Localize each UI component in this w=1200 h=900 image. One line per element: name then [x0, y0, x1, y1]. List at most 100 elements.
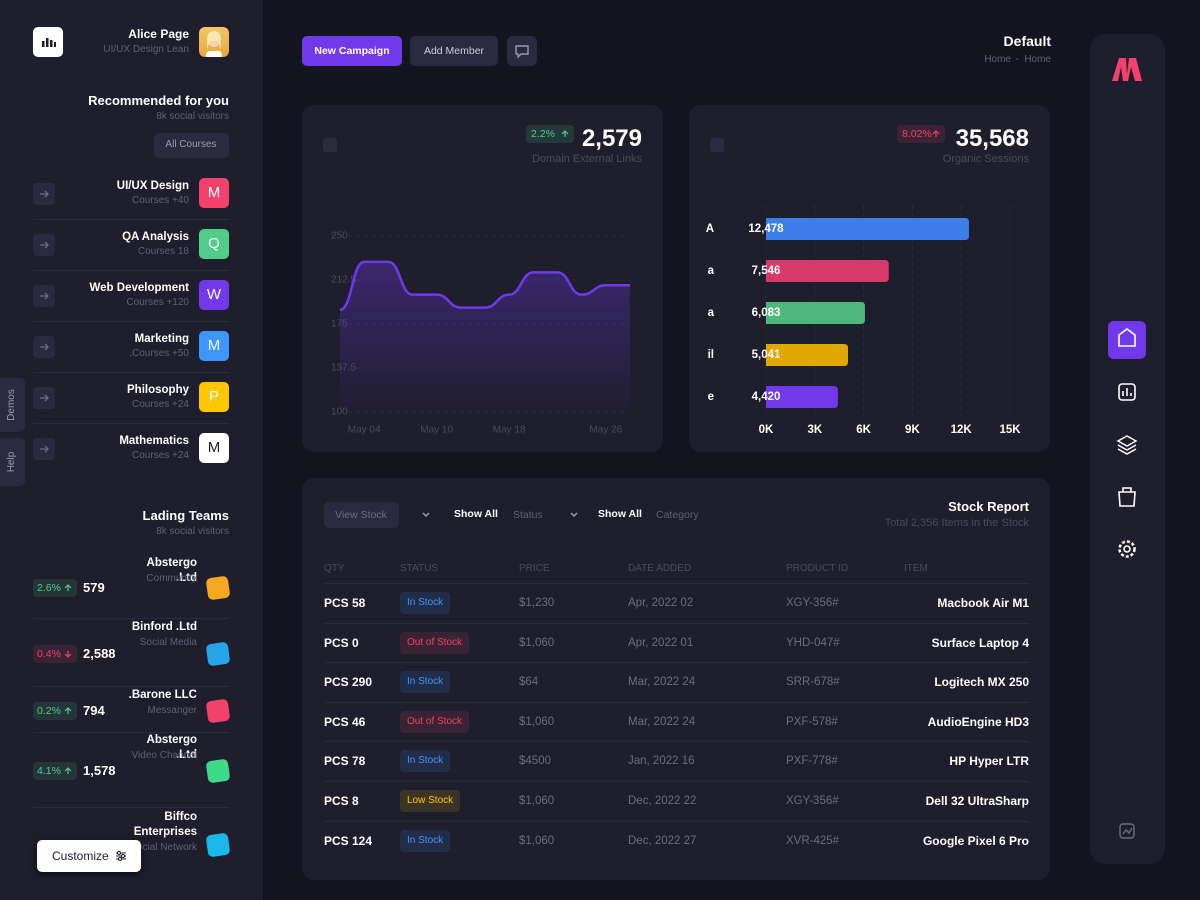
course-letter: P	[208, 388, 219, 405]
course-title: QA Analysis	[122, 231, 189, 243]
row-divider	[324, 701, 1029, 703]
avatar-face	[206, 31, 222, 57]
table-subtitle: Total 2,356 Items in the Stock	[884, 517, 1029, 529]
team-type: Social Media	[139, 637, 197, 648]
breadcrumb-item[interactable]: Home	[984, 54, 1011, 65]
price-cell: $1,060	[519, 795, 555, 807]
new-campaign-button[interactable]: New Campaign	[302, 36, 402, 66]
team-name: Abstergo .Ltd	[146, 734, 197, 761]
status-badge: Out of Stock	[400, 631, 470, 654]
course-meta: Courses 18	[137, 246, 189, 257]
arrow-icon	[40, 343, 49, 351]
view-stock-button[interactable]: View Stock	[324, 502, 399, 528]
button-label: New Campaign	[314, 45, 390, 57]
breadcrumb-item: -	[1015, 54, 1019, 65]
column-header: ITEM	[904, 563, 928, 574]
team-type: Messanger	[147, 705, 197, 716]
team-name: Binford .Ltd	[131, 621, 197, 633]
price-cell: $1,060	[519, 715, 555, 728]
status-label: Low Stock	[407, 795, 454, 806]
breadcrumb-item[interactable]: Home	[1024, 54, 1051, 65]
filter-select[interactable]: Category	[656, 509, 699, 521]
divider	[33, 732, 229, 733]
arrow-icon	[40, 394, 49, 402]
course-tile: M	[199, 331, 229, 361]
product-id-cell: XVR-425#	[786, 834, 840, 847]
change-label: 4.1%	[37, 765, 61, 777]
change-badge: 4.1%	[33, 762, 77, 780]
trend-arrow	[64, 584, 72, 591]
arrow-button[interactable]	[33, 438, 55, 460]
menu-dots[interactable]	[323, 138, 337, 152]
change-badge: 0.2%	[33, 702, 77, 720]
row-divider	[324, 820, 1029, 822]
customize-button[interactable]: Customize	[37, 840, 141, 872]
arrow-button[interactable]	[33, 234, 55, 256]
stock-card	[302, 478, 1050, 880]
filter-select[interactable]: Status	[513, 509, 543, 521]
team-type: Social Network	[130, 842, 197, 853]
row-divider	[324, 622, 1029, 624]
row-divider	[324, 662, 1029, 664]
course-title: UI/UX Design	[116, 180, 189, 192]
section-title: Lading Teams	[142, 508, 229, 523]
button-label: Add Member	[423, 45, 485, 57]
side-tab[interactable]: Help	[0, 438, 25, 486]
menu-dots[interactable]	[710, 138, 724, 152]
course-title: Mathematics	[119, 435, 189, 447]
course-letter: M	[207, 337, 221, 354]
course-meta: Courses +120	[126, 297, 189, 308]
row-divider	[324, 741, 1029, 743]
status-badge: Out of Stock	[400, 710, 470, 733]
course-meta: Courses +24	[132, 450, 189, 461]
qty-cell: PCS 290	[324, 675, 373, 690]
section-subtitle: 8k social visitors	[156, 111, 229, 122]
status-label: In Stock	[407, 755, 444, 767]
filter-label[interactable]: Show All	[598, 508, 642, 520]
filter-label[interactable]: Show All	[454, 508, 498, 520]
course-meta: Courses +40	[132, 195, 189, 206]
trend-arrow	[64, 767, 72, 774]
settings-icon	[116, 851, 126, 861]
user-role: UI/UX Design Lean	[103, 44, 189, 55]
arrow-button[interactable]	[33, 285, 55, 307]
item-cell: Logitech MX 250	[934, 675, 1029, 690]
logo-icon	[42, 38, 56, 47]
chat-button[interactable]	[507, 36, 537, 66]
all-courses-button[interactable]: All Courses	[154, 133, 229, 158]
divider	[33, 372, 229, 373]
team-value: 579	[83, 580, 105, 595]
side-tab-label: Help	[6, 451, 17, 473]
logo[interactable]	[33, 27, 63, 57]
qty-cell: PCS 0	[324, 635, 359, 650]
course-title: Web Development	[89, 282, 189, 294]
button-label: Customize	[52, 849, 109, 863]
course-letter: M	[207, 184, 221, 201]
arrow-icon	[40, 445, 49, 453]
date-cell: Apr, 2022 02	[628, 597, 694, 609]
course-title: Marketing	[134, 333, 189, 345]
column-header: PRICE	[519, 563, 550, 574]
avatar[interactable]	[199, 27, 229, 57]
arrow-button[interactable]	[33, 387, 55, 409]
row-divider	[324, 583, 1029, 584]
arrow-button[interactable]	[33, 336, 55, 358]
date-cell: Dec, 2022 22	[628, 795, 697, 807]
side-tab[interactable]: Demos	[0, 378, 25, 432]
chevron-icon	[422, 512, 430, 518]
team-name: Biffco Enterprises	[133, 811, 197, 838]
add-member-button[interactable]: Add Member	[410, 36, 498, 66]
stat-value: 35,568	[955, 125, 1029, 152]
item-cell: Surface Laptop 4	[931, 635, 1029, 650]
page-title: Default	[1003, 33, 1051, 49]
change-label: 0.2%	[37, 705, 61, 717]
column-header: DATE ADDED	[628, 563, 692, 574]
status-badge: Low Stock	[400, 790, 461, 812]
change-label: 2.6%	[37, 582, 61, 594]
arrow-button[interactable]	[33, 183, 55, 205]
price-cell: $64	[519, 676, 539, 689]
product-id-cell: SRR-678#	[786, 676, 840, 689]
team-name: .Barone LLC	[128, 689, 197, 701]
status-label: In Stock	[407, 834, 444, 846]
price-cell: $1,060	[519, 636, 555, 649]
